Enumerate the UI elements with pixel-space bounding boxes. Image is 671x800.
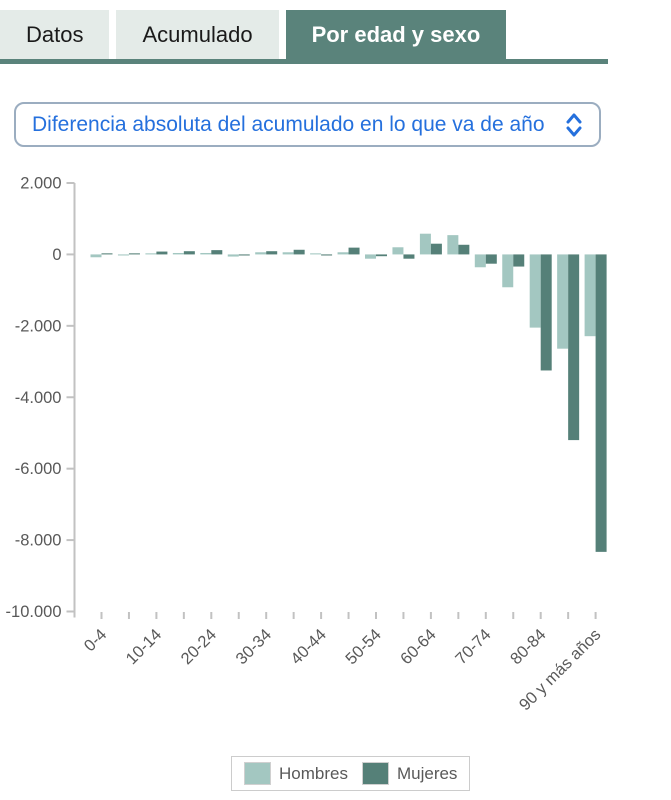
x-tick-label: 80-84 — [507, 626, 550, 669]
bar-mujeres-4[interactable] — [211, 250, 223, 255]
y-tick-label: -4.000 — [15, 389, 62, 407]
bar-chart: 2.000 0 -2.000 -4.000 -6.000 -8.000 -10.000 0-4… — [6, 175, 607, 714]
tab-bar: Datos Acumulado Por edad y sexo — [0, 10, 507, 59]
bar-hombres-9[interactable] — [337, 252, 349, 255]
bar-mujeres-16[interactable] — [540, 254, 552, 371]
bar-hombres-3[interactable] — [172, 252, 184, 255]
bar-hombres-18[interactable] — [584, 254, 596, 337]
x-tick-label: 0-4 — [81, 626, 111, 656]
y-tick-label: -6.000 — [15, 460, 62, 478]
metric-select[interactable]: Diferencia absoluta del acumulado en lo … — [14, 102, 601, 147]
bar-hombres-5[interactable] — [227, 254, 239, 257]
bar-mujeres-10[interactable] — [376, 254, 387, 257]
bar-hombres-16[interactable] — [529, 254, 541, 328]
x-tick-label: 70-74 — [452, 626, 495, 669]
legend-item-mujeres[interactable]: Mujeres — [361, 762, 458, 785]
x-tick-label: 40-44 — [287, 626, 330, 669]
bar-hombres-15[interactable] — [502, 254, 514, 288]
bar-hombres-11[interactable] — [392, 247, 404, 255]
bar-mujeres-8[interactable] — [321, 254, 333, 256]
bar-mujeres-6[interactable] — [266, 251, 278, 255]
y-tick-label: -2.000 — [15, 317, 62, 335]
bar-hombres-8[interactable] — [310, 253, 322, 255]
bar-mujeres-7[interactable] — [293, 249, 305, 255]
bar-mujeres-5[interactable] — [238, 254, 250, 256]
bar-hombres-12[interactable] — [419, 233, 431, 255]
tab-por-edad-y-sexo[interactable]: Por edad y sexo — [285, 10, 507, 59]
bar-hombres-4[interactable] — [200, 252, 212, 255]
bar-mujeres-12[interactable] — [430, 243, 442, 255]
bar-mujeres-9[interactable] — [348, 247, 360, 255]
x-tick-label: 60-64 — [397, 626, 440, 669]
bar-mujeres-11[interactable] — [403, 254, 415, 259]
metric-select-value: Diferencia absoluta del acumulado en lo … — [32, 112, 545, 136]
legend-item-hombres[interactable]: Hombres — [244, 762, 348, 785]
bar-hombres-13[interactable] — [447, 235, 459, 255]
bar-mujeres-2[interactable] — [156, 251, 168, 255]
legend-label-hombres: Hombres — [279, 763, 348, 783]
bar-hombres-6[interactable] — [255, 252, 267, 255]
tab-acumulado[interactable]: Acumulado — [116, 10, 279, 59]
x-tick-label: 50-54 — [342, 626, 385, 669]
bar-hombres-2[interactable] — [145, 253, 157, 255]
bar-mujeres-1[interactable] — [128, 253, 140, 255]
tab-underline — [0, 59, 608, 64]
x-tick-label: 20-24 — [178, 626, 221, 669]
bar-hombres-10[interactable] — [365, 254, 376, 259]
y-tick-label: -8.000 — [15, 532, 62, 550]
tab-datos[interactable]: Datos — [0, 10, 110, 59]
y-tick-label: 0 — [52, 246, 61, 264]
bar-hombres-0[interactable] — [90, 254, 102, 258]
x-tick-label: 30-34 — [232, 626, 275, 669]
chart-legend: Hombres Mujeres — [231, 756, 471, 791]
bar-hombres-17[interactable] — [557, 254, 569, 349]
legend-label-mujeres: Mujeres — [396, 763, 458, 783]
bar-mujeres-3[interactable] — [183, 251, 195, 255]
bar-mujeres-0[interactable] — [101, 253, 113, 255]
bar-mujeres-18[interactable] — [595, 254, 607, 552]
bar-mujeres-15[interactable] — [513, 254, 525, 267]
bar-mujeres-14[interactable] — [485, 254, 497, 264]
hombres-swatch — [244, 762, 271, 785]
y-tick-label: -10.000 — [6, 603, 62, 621]
select-chevrons-icon — [566, 113, 582, 136]
bar-mujeres-17[interactable] — [568, 254, 580, 441]
bar-hombres-1[interactable] — [117, 254, 129, 256]
y-tick-label: 2.000 — [20, 175, 61, 193]
mujeres-swatch — [361, 762, 389, 785]
bar-hombres-14[interactable] — [474, 254, 486, 268]
bar-hombres-7[interactable] — [282, 252, 294, 255]
x-tick-label: 10-14 — [123, 626, 166, 669]
bar-mujeres-13[interactable] — [458, 244, 470, 255]
